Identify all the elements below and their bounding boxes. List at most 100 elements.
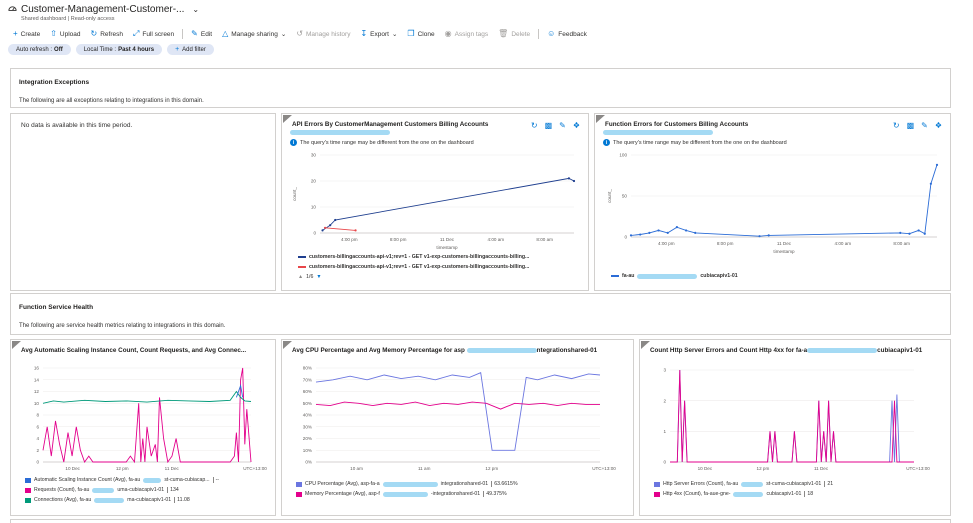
legend-item[interactable]: customers-billingaccounts-api-v1;rev=1 -…: [298, 252, 529, 262]
no-data-tile[interactable]: No data is available in this time period…: [10, 113, 276, 291]
x-tick-label: 10 Dec: [65, 466, 80, 471]
pager-up-icon[interactable]: ▲: [298, 274, 304, 280]
data-point: [929, 182, 932, 185]
http-errors-tile[interactable]: Count Http Server Errors and Count Http …: [639, 339, 951, 516]
data-point: [657, 229, 660, 232]
export-button[interactable]: ↧ Export ⌄: [360, 29, 398, 39]
cpu-memory-chart[interactable]: 0% 10% 20% 30% 40% 50% 60% 70% 80% 10 am 11 am 12 p…: [282, 362, 633, 474]
data-point: [329, 224, 332, 227]
data-point: [675, 226, 678, 229]
assign-tags-button[interactable]: ◉ Assign tags: [444, 29, 489, 38]
y-tick-label: 40%: [303, 413, 312, 418]
series-line: [670, 369, 914, 463]
tile-corner-icon: [641, 341, 650, 349]
page-title: Customer-Management-Customer-...: [21, 4, 185, 15]
pin-icon[interactable]: ▩: [544, 121, 553, 130]
y-tick-label: 20%: [303, 436, 312, 441]
data-point: [767, 234, 770, 237]
legend-swatch: [25, 497, 31, 503]
x-tick-label: 12 pm: [485, 466, 498, 471]
edit-query-icon[interactable]: ✎: [921, 121, 928, 130]
time-range-filter[interactable]: Local Time : Past 4 hours: [75, 44, 163, 55]
y-tick-label: 30%: [303, 424, 312, 429]
create-button[interactable]: + Create: [13, 29, 41, 38]
y-tick-label: 70%: [303, 377, 312, 382]
y-tick-label: 6: [36, 424, 39, 429]
refresh-icon[interactable]: ↻: [530, 121, 538, 130]
api-errors-tile[interactable]: API Errors By CustomerManagement Custome…: [281, 113, 589, 291]
upload-button[interactable]: ⇧ Upload: [50, 29, 81, 38]
legend-item[interactable]: Http Server Errors (Count), fa-au st-cuma…: [654, 479, 833, 489]
pin-icon[interactable]: ▩: [906, 121, 915, 130]
edit-button[interactable]: ✎ Edit: [191, 29, 213, 38]
x-tick-label: 4:00 am: [835, 241, 852, 246]
redacted-text: [637, 273, 698, 279]
fullscreen-button[interactable]: ⤢ Full screen: [132, 29, 175, 38]
function-errors-chart[interactable]: 0 50 100 4:00 pm 8:00 pm 11 Dec 4:00 am 8:00 am…: [595, 149, 950, 264]
feedback-icon: ☺: [547, 29, 556, 38]
legend-item[interactable]: Automatic Scaling Instance Count (Avg), …: [25, 475, 219, 485]
x-tick-label: 10 Dec: [698, 466, 713, 471]
series-line: [670, 369, 914, 463]
edit-query-icon[interactable]: ✎: [559, 121, 566, 130]
data-point: [908, 232, 911, 235]
http-errors-chart[interactable]: 0 1 2 3 10 Dec 12 pm 11 Dec UTC+13:00: [640, 362, 950, 474]
redacted-text: [807, 347, 878, 353]
x-tick-label: 11 am: [418, 466, 431, 471]
series-line: [315, 401, 600, 410]
tile-title: Function Service Health: [19, 304, 94, 311]
share-icon: △: [222, 29, 229, 38]
function-errors-tile[interactable]: Function Errors for Customers Billing Ac…: [594, 113, 951, 291]
chevron-down-icon[interactable]: ⌄: [192, 5, 200, 14]
logs-icon[interactable]: ❖: [934, 121, 942, 130]
auto-refresh-filter[interactable]: Auto refresh : Off: [8, 44, 71, 55]
pager-down-icon[interactable]: ▼: [316, 274, 322, 280]
legend-item[interactable]: CPU Percentage (Avg), asp-fa-a integratio…: [296, 479, 518, 489]
refresh-icon[interactable]: ↻: [892, 121, 900, 130]
chart-legend: customers-billingaccounts-api-v1;rev=1 -…: [298, 252, 529, 282]
tile-text: The following are all exceptions relatin…: [19, 98, 204, 104]
legend-item[interactable]: Requests (Count), fa-au uma-cubiacapiv1-0…: [25, 485, 219, 495]
legend-item[interactable]: fa-au cubiacapiv1-01: [611, 271, 738, 281]
data-point: [666, 231, 669, 234]
tile-corner-icon: [12, 341, 21, 349]
info-message: i The query's time range may be different…: [290, 139, 474, 146]
y-tick-label: 4: [36, 436, 39, 441]
refresh-icon: ↻: [90, 29, 98, 38]
y-tick-label: 80%: [303, 366, 312, 371]
legend-pager[interactable]: ▲ 1/6 ▼: [298, 274, 322, 280]
x-tick-label: 11 Dec: [777, 241, 792, 246]
data-point: [684, 229, 688, 232]
delete-button[interactable]: 🗑 Delete: [498, 29, 531, 38]
y-tick-label: 2: [663, 398, 666, 403]
integration-exceptions-tile[interactable]: Integration Exceptions The following are…: [10, 68, 951, 108]
refresh-button[interactable]: ↻ Refresh: [90, 29, 123, 38]
scaling-chart[interactable]: 0 2 4 6 8 10 12 14 16 10 Dec 12 pm 11 Dec UTC+13:00: [11, 362, 275, 474]
legend-item[interactable]: Connections (Avg), fa-au ma-cubiacapiv1-0…: [25, 495, 219, 505]
redacted-text: [382, 481, 438, 487]
manage-history-button[interactable]: ↺ Manage history: [296, 29, 351, 38]
chart-legend: CPU Percentage (Avg), asp-fa-a integratio…: [296, 479, 518, 499]
redacted-text: [94, 497, 125, 503]
redacted-text: [143, 477, 162, 483]
clone-button[interactable]: ❐ Clone: [407, 29, 435, 38]
chart-legend: Automatic Scaling Instance Count (Avg), …: [25, 475, 219, 505]
logs-icon[interactable]: ❖: [572, 121, 580, 130]
legend-item[interactable]: Http 4xx (Count), fa-aue-gne-cubiacapiv1…: [654, 489, 833, 499]
x-axis-title: timestamp: [436, 245, 458, 250]
legend-item[interactable]: customers-billingaccounts-api-v1;rev=1 -…: [298, 262, 529, 272]
redacted-text: [733, 491, 764, 497]
x-tick-label: UTC+13:00: [243, 466, 267, 471]
function-service-health-tile[interactable]: Function Service Health The following ar…: [10, 293, 951, 335]
legend-item[interactable]: Memory Percentage (Avg), asp-f -integrati…: [296, 489, 518, 499]
tile-title: Integration Exceptions: [19, 79, 90, 86]
scaling-tile[interactable]: Avg Automatic Scaling Instance Count, Co…: [10, 339, 276, 516]
manage-sharing-button[interactable]: △ Manage sharing ⌄: [222, 29, 287, 39]
add-filter-button[interactable]: + Add filter: [167, 44, 214, 55]
x-tick-label: 8:00 am: [893, 241, 910, 246]
x-tick-label: 11 Dec: [440, 237, 455, 242]
next-tile-row: [10, 519, 951, 523]
feedback-button[interactable]: ☺ Feedback: [547, 29, 587, 38]
api-errors-chart[interactable]: 0 10 20 30 4:00 pm 8:00 pm 11 Dec 4:00 am 8:00 a…: [282, 149, 588, 261]
cpu-memory-tile[interactable]: Avg CPU Percentage and Avg Memory Percen…: [281, 339, 634, 516]
